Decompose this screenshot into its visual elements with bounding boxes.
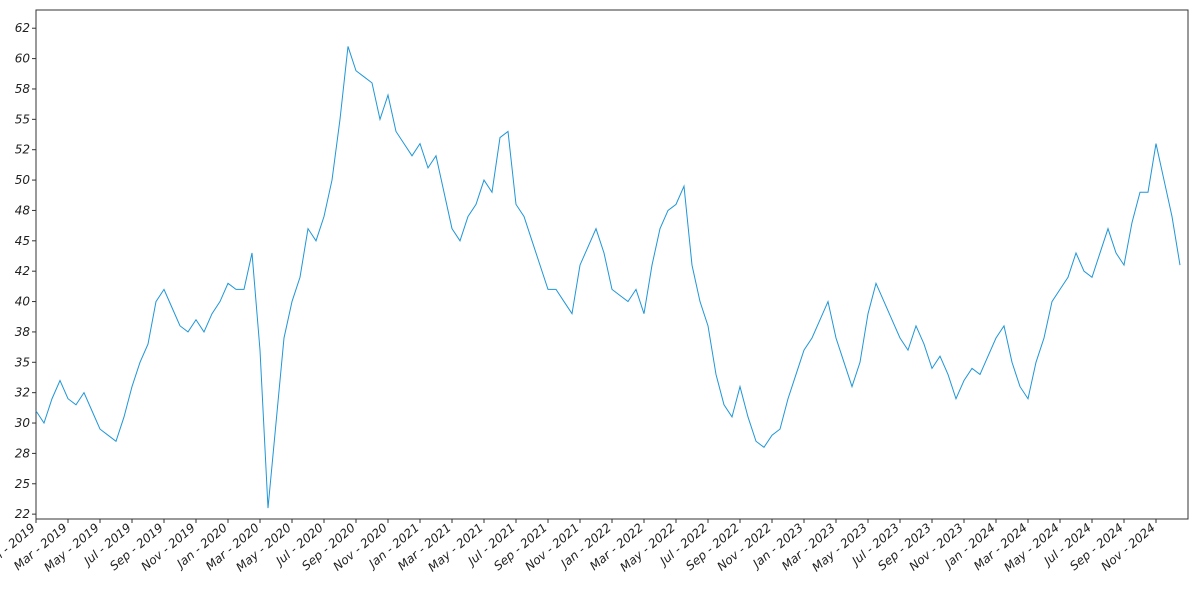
- y-tick-label: 45: [15, 234, 30, 248]
- y-tick-label: 50: [15, 173, 31, 187]
- y-tick-label: 35: [15, 355, 30, 369]
- y-tick-label: 60: [15, 52, 31, 66]
- y-tick-label: 42: [15, 264, 30, 278]
- y-tick-label: 25: [15, 477, 30, 491]
- y-tick-label: 62: [15, 21, 30, 35]
- y-tick-label: 32: [15, 386, 30, 400]
- y-tick-label: 38: [15, 325, 31, 339]
- y-tick-label: 22: [15, 507, 30, 521]
- y-tick-label: 30: [15, 416, 31, 430]
- y-tick-label: 40: [15, 295, 31, 309]
- y-tick-label: 58: [15, 82, 31, 96]
- y-tick-label: 52: [15, 143, 30, 157]
- y-tick-label: 28: [15, 446, 31, 460]
- plot-frame: [35, 9, 1189, 520]
- line-series: [35, 46, 1181, 509]
- y-tick-label: 48: [15, 203, 31, 217]
- y-tick-label: 55: [15, 112, 30, 126]
